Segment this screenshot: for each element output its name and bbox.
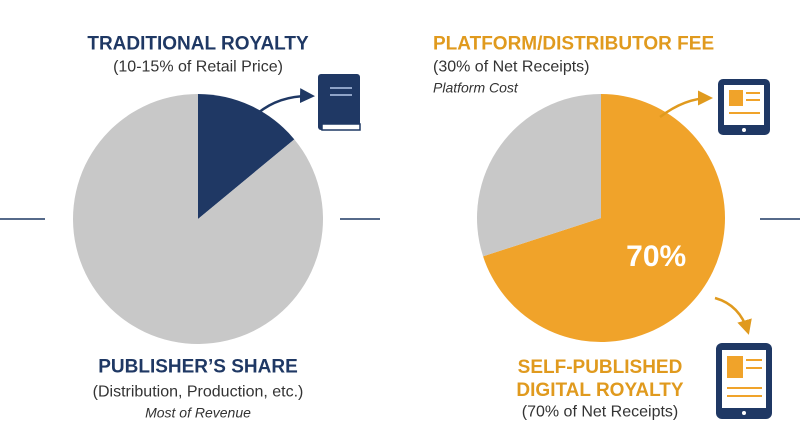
slice-label: PUBLISHER’S SHARE (98, 356, 298, 378)
pie-slice (73, 94, 323, 344)
slice-note: Most of Revenue (145, 404, 251, 421)
slice-label: TRADITIONAL ROYALTY (87, 33, 309, 55)
pie-slice (483, 94, 725, 342)
arrow (659, 90, 713, 118)
slice-description: (70% of Net Receipts) (521, 403, 679, 421)
value-label: 70% (626, 240, 686, 273)
tablet-icon (716, 343, 772, 419)
slice-label: SELF-PUBLISHED DIGITAL ROYALTY (516, 357, 684, 401)
pie-slice (476, 94, 601, 257)
slice-description: (Distribution, Production, etc.) (92, 383, 304, 401)
slice-note: Platform Cost (433, 79, 518, 96)
tablet-icon (718, 79, 770, 135)
arrow (257, 88, 315, 114)
pie-slice (198, 94, 295, 219)
slice-description: (10-15% of Retail Price) (113, 58, 283, 76)
slice-label: PLATFORM/DISTRIBUTOR FEE (433, 33, 715, 55)
slice-description: (30% of Net Receipts) (433, 58, 590, 76)
arrow (714, 296, 752, 335)
book-icon (318, 74, 361, 131)
